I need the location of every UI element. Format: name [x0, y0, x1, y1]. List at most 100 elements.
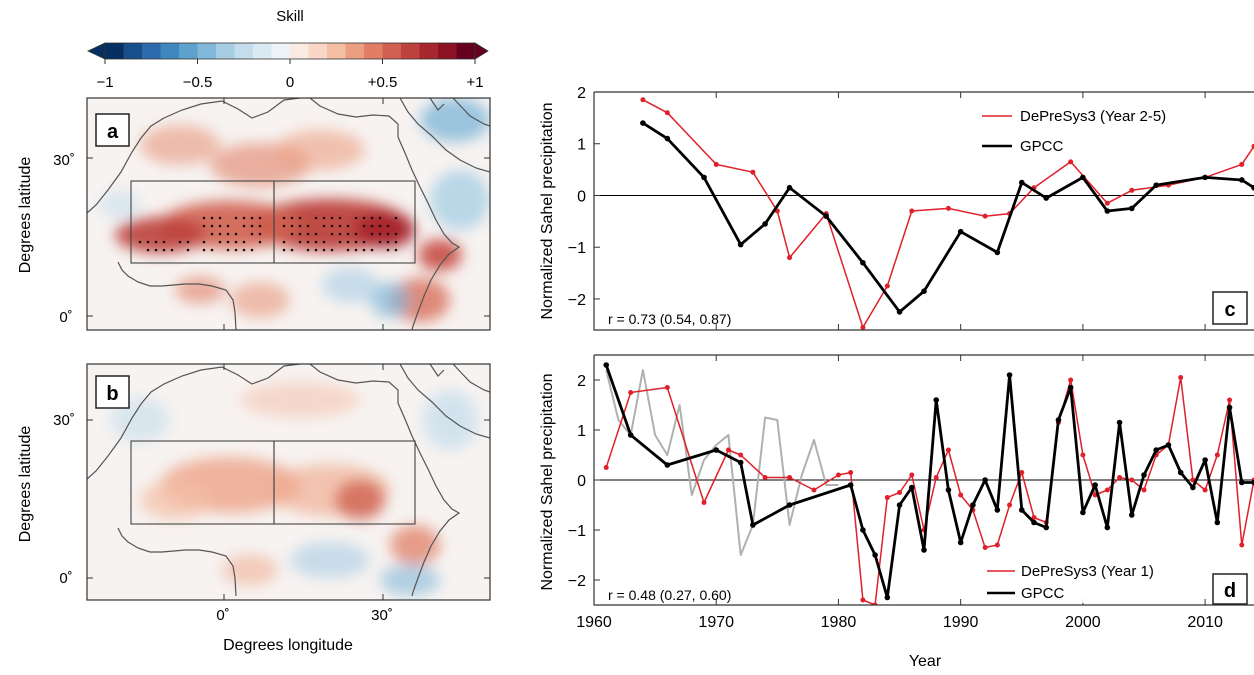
significance-dot — [202, 224, 206, 228]
significance-dot — [298, 216, 302, 220]
series-point — [664, 135, 671, 142]
colorbar-tick-label: +0.5 — [368, 74, 398, 91]
map-panel-b-skill-field — [110, 382, 478, 596]
series-point — [640, 97, 646, 103]
series-point — [1202, 174, 1208, 181]
significance-dot — [386, 232, 390, 236]
series-point — [1239, 542, 1245, 548]
series-point — [713, 161, 719, 167]
series-point — [872, 552, 878, 558]
series-point — [701, 174, 707, 181]
series-point — [1153, 182, 1160, 188]
map-xtick-0: 0˚ — [216, 607, 229, 624]
skill-blob — [140, 480, 210, 520]
significance-dot — [258, 232, 262, 236]
panel-d-label: d — [1224, 580, 1236, 602]
colorbar-cell — [271, 43, 291, 59]
significance-dot — [322, 248, 326, 252]
map-panel-a: a — [86, 97, 491, 331]
xtick-label: 2010 — [1187, 614, 1223, 631]
xtick-label: 1990 — [943, 614, 979, 631]
skill-blob — [355, 212, 415, 248]
significance-dot — [210, 216, 214, 220]
series-point — [1104, 524, 1111, 531]
significance-dot — [218, 216, 222, 220]
series-point — [970, 502, 976, 508]
series-point — [1104, 487, 1110, 493]
series-point — [860, 324, 866, 330]
series-point — [1092, 482, 1098, 488]
colorbar-cell — [197, 43, 217, 59]
significance-dot — [146, 240, 150, 244]
panel-d-legend-background — [984, 555, 1198, 603]
colorbar: Skill −1 −0.5 0 +0.5 +1 — [87, 8, 489, 91]
panel-d-label-box — [1212, 573, 1248, 605]
colorbar-cell — [401, 43, 420, 59]
significance-dot — [362, 224, 366, 228]
significance-dot — [306, 248, 310, 252]
series-point — [1128, 512, 1135, 518]
ytick-label: −1 — [568, 523, 586, 540]
panel-c-ylabel: Normalized Sahel precipitation — [539, 103, 556, 320]
series-point — [1141, 472, 1147, 478]
significance-dot — [210, 224, 214, 228]
map-a-ytick-30: 30˚ — [53, 152, 75, 169]
panel-d-xlabel: Year — [909, 653, 942, 670]
series-point — [628, 390, 634, 395]
significance-dot — [298, 232, 302, 236]
panel-d-legend-label-red: DePreSys3 (Year 1) — [1021, 563, 1154, 580]
colorbar-cell — [290, 43, 309, 59]
significance-dot — [250, 224, 254, 228]
series-point — [884, 495, 890, 500]
colorbar-cell — [179, 43, 198, 59]
series-point — [994, 542, 1000, 548]
ytick-label: 0 — [577, 188, 586, 205]
colorbar-low-arrow — [87, 42, 106, 60]
significance-dot — [234, 216, 238, 220]
panel-c-legend: DePreSys3 (Year 2-5) GPCC — [982, 108, 1166, 155]
panel-c-label-box — [1212, 291, 1248, 325]
significance-dot — [394, 248, 398, 252]
series-point — [1116, 419, 1123, 426]
panel-c-series — [640, 97, 1254, 330]
map-a-ytick-0: 0˚ — [59, 309, 72, 326]
series-point — [945, 447, 951, 453]
significance-dot — [354, 240, 358, 244]
ytick-label: 2 — [577, 373, 586, 390]
significance-dot — [330, 248, 334, 252]
significance-dot — [242, 224, 246, 228]
series-point — [860, 597, 866, 603]
series-point — [762, 221, 768, 227]
series-point — [1214, 519, 1221, 526]
significance-dot — [378, 232, 382, 236]
series-point — [823, 213, 830, 219]
significance-dot — [162, 248, 166, 252]
series-point — [908, 484, 915, 491]
significance-dot — [314, 240, 318, 244]
significance-dot — [346, 240, 350, 244]
panel-c-frame — [593, 91, 1254, 331]
series-point — [1178, 375, 1184, 380]
series-point — [786, 502, 793, 508]
colorbar-tick-label: −0.5 — [183, 74, 213, 91]
significance-dot — [258, 216, 262, 220]
colorbar-tick-label: −1 — [96, 74, 113, 91]
map-b-ytick-30: 30˚ — [53, 412, 75, 429]
significance-dot — [314, 232, 318, 236]
series-point — [713, 447, 720, 453]
series-line — [642, 121, 1254, 314]
colorbar-cell — [456, 43, 476, 59]
map-panel-b-label: b — [106, 383, 118, 405]
significance-dot — [226, 240, 230, 244]
significance-dot — [282, 248, 286, 252]
colorbar-ticks: −1 −0.5 0 +0.5 +1 — [96, 59, 484, 91]
panel-d-series — [603, 362, 1254, 605]
ytick-label: 2 — [577, 85, 586, 102]
skill-blob — [390, 525, 440, 565]
significance-dot — [346, 224, 350, 228]
significance-dot — [322, 240, 326, 244]
significance-dot — [394, 240, 398, 244]
significance-dot — [362, 240, 366, 244]
xtick-label: 2000 — [1065, 614, 1101, 631]
